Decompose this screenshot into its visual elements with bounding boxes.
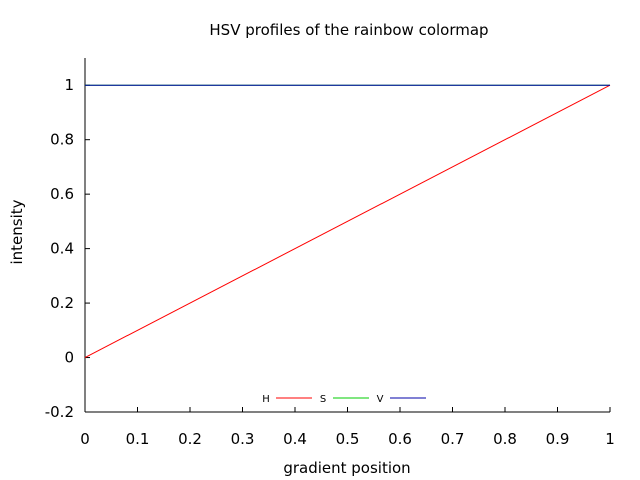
legend-label-v: V: [377, 394, 384, 405]
x-tick-label: 0.4: [283, 430, 307, 448]
x-tick-label: 0.6: [388, 430, 412, 448]
x-tick-label: 0.1: [126, 430, 150, 448]
chart-title: HSV profiles of the rainbow colormap: [209, 21, 488, 39]
x-tick-label: 0.8: [493, 430, 517, 448]
x-tick-label: 0: [80, 430, 90, 448]
y-tick-label: 0: [64, 349, 74, 367]
x-tick-label: 1: [605, 430, 615, 448]
y-tick-label: 0.8: [50, 131, 74, 149]
plot-lines: [84, 84, 611, 358]
y-tick-label: 1: [64, 76, 74, 94]
y-tick-label: 0.6: [50, 185, 74, 203]
y-tick-label: -0.2: [45, 403, 74, 421]
axes: 0 0.1 0.2 0.3 0.4 0.5 0.6 0.7 0.8 0.9 1 -0.2 0 0.2 0.4…: [45, 58, 615, 448]
x-tick-label: 0.7: [441, 430, 465, 448]
x-tick-label: 0.3: [231, 430, 255, 448]
y-tick-label: 0.2: [50, 294, 74, 312]
x-tick-label: 0.2: [178, 430, 202, 448]
y-tick-label: 0.4: [50, 240, 74, 258]
legend-label-s: S: [320, 394, 326, 405]
y-axis-label: intensity: [8, 199, 26, 264]
x-axis-label: gradient position: [283, 459, 410, 477]
series-line-h: [84, 84, 611, 358]
x-tick-label: 0.5: [336, 430, 360, 448]
x-tick-label: 0.9: [546, 430, 570, 448]
legend-label-h: H: [262, 394, 270, 405]
